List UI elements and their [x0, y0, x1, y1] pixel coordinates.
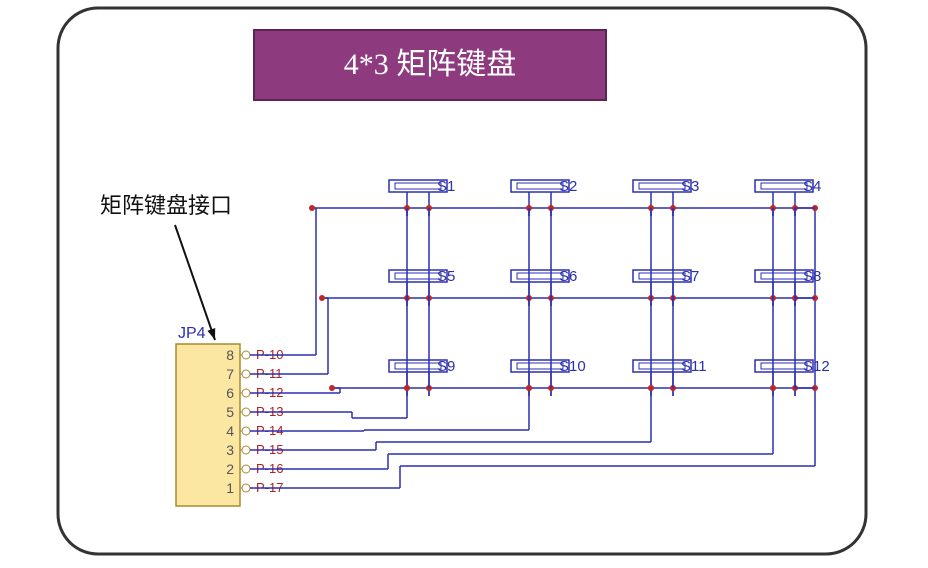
switch-s10 [507, 356, 605, 400]
switch-s3 [629, 176, 727, 220]
switch-s12 [751, 356, 849, 400]
connector-jp4 [176, 324, 360, 506]
switch-s11 [629, 356, 727, 400]
title-box: 4*3 矩阵键盘 [253, 29, 607, 101]
switch-s1 [385, 176, 483, 220]
switch-s9 [385, 356, 483, 400]
switch-s4 [751, 176, 849, 220]
switch-s2 [507, 176, 605, 220]
title-text: 4*3 矩阵键盘 [344, 48, 517, 81]
annotation-label: 矩阵键盘接口 [100, 188, 232, 220]
switch-s8 [751, 266, 849, 310]
switch-s7 [629, 266, 727, 310]
switch-s6 [507, 266, 605, 310]
switch-s5 [385, 266, 483, 310]
